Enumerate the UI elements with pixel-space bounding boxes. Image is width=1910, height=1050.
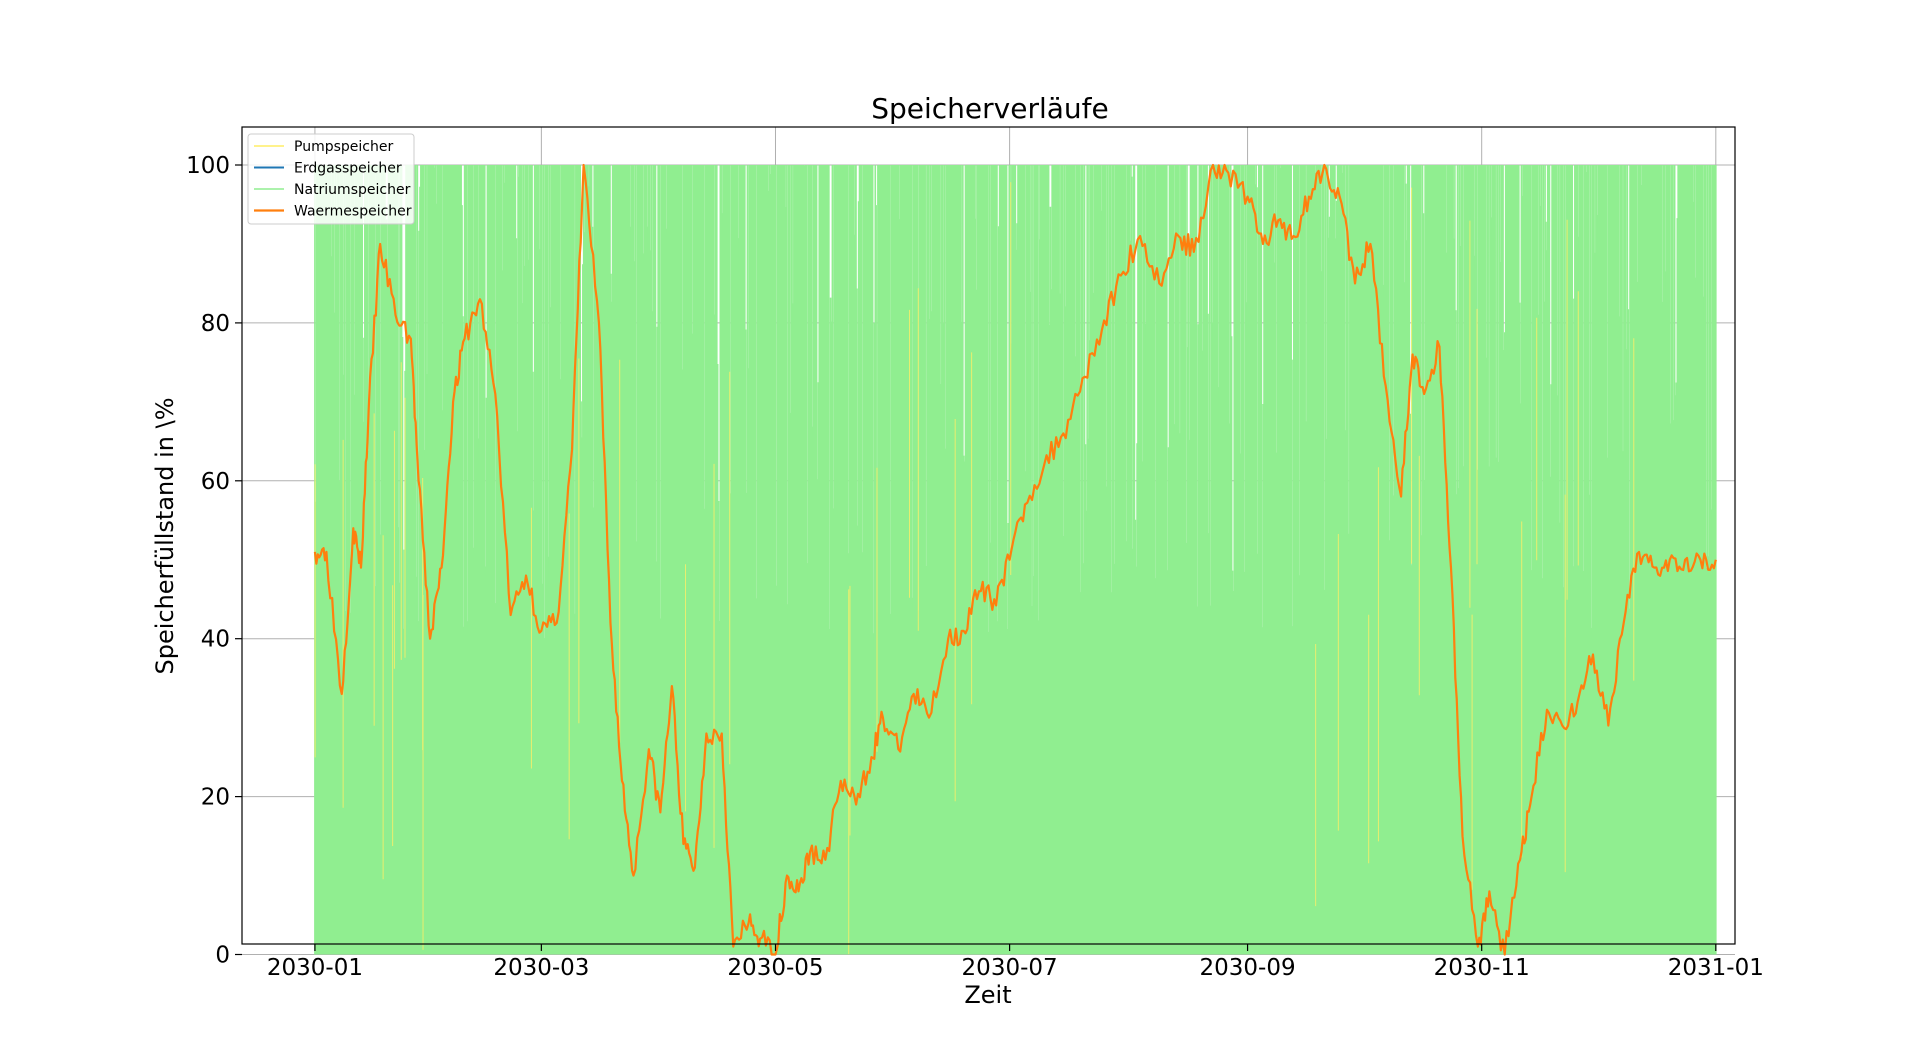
x-tick-label: 2030-09 [1200,955,1296,981]
chart-title: Speicherverläufe [871,92,1109,125]
series-line-natriumspeicher [314,165,1717,955]
axis-ticks: 0 20 40 60 80 100 2030-01 2030-03 2030-05 2030-07… [186,153,1764,981]
legend-label-waermespeicher: Waermespeicher [294,204,412,220]
y-axis-label: Speicherfüllstand in \% [151,397,179,674]
legend-label-erdgasspeicher: Erdgasspeicher [294,161,402,177]
x-tick-label: 2030-11 [1434,955,1530,981]
y-tick-label: 60 [201,469,230,495]
series-line-waermespeicher [313,163,1717,956]
x-tick-label: 2031-01 [1668,955,1764,981]
y-tick-label: 20 [201,785,230,811]
y-tick-label: 100 [186,153,230,179]
x-tick-label: 2030-03 [493,955,589,981]
legend-label-natriumspeicher: Natriumspeicher [294,182,411,198]
x-axis-label: Zeit [964,981,1011,1009]
legend-label-pumpspeicher: Pumpspeicher [294,139,393,155]
series-area [313,163,1717,956]
y-tick-label: 40 [201,627,230,653]
x-tick-label: 2030-01 [267,955,363,981]
legend: Pumpspeicher Erdgasspeicher Natriumspeiche… [247,133,415,225]
series-line-pumpspeicher [314,182,1635,955]
y-tick-label: 0 [215,943,230,969]
x-tick-label: 2030-05 [727,955,823,981]
x-tick-label: 2030-07 [962,955,1058,981]
plot-frame [241,126,1736,945]
y-tick-label: 80 [201,311,230,337]
legend-box [247,133,415,225]
